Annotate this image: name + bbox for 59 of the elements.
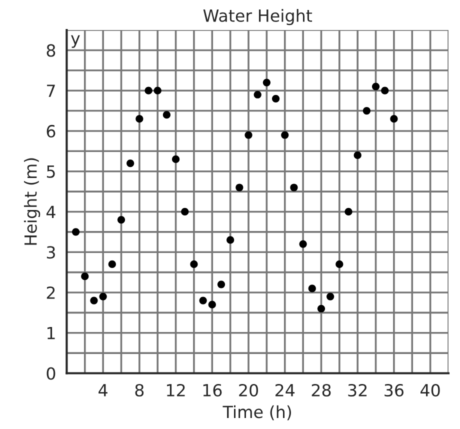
point: [236, 184, 244, 192]
chart-title: Water Height: [203, 9, 312, 26]
x-axis-title: Time (h): [222, 405, 291, 420]
point: [154, 86, 162, 94]
point: [208, 300, 216, 308]
point: [326, 292, 334, 300]
point: [244, 131, 252, 139]
point: [90, 296, 98, 304]
point: [144, 86, 152, 94]
y-tick-label: 2: [46, 286, 55, 299]
point: [390, 115, 398, 123]
point: [136, 115, 144, 123]
y-tick-label: 3: [46, 246, 55, 259]
point: [344, 208, 352, 216]
point: [362, 106, 370, 115]
point: [317, 304, 326, 312]
point: [72, 228, 80, 236]
x-tick-label: 32: [348, 384, 367, 397]
point: [162, 111, 170, 119]
y-tick-label: 7: [47, 84, 55, 97]
y-tick-label: 6: [46, 124, 56, 138]
point: [336, 260, 344, 268]
point: [81, 272, 89, 280]
point: [299, 240, 307, 248]
point: [181, 208, 189, 216]
point: [117, 216, 126, 224]
annotation: y: [71, 35, 80, 48]
point: [99, 292, 107, 300]
x-tick-label: 40: [420, 384, 440, 397]
y-tick-label: 1: [48, 327, 55, 340]
y-axis-title: Height (m): [24, 158, 40, 245]
y-tick-label: 8: [46, 44, 56, 57]
x-tick-label: 20: [239, 384, 258, 397]
point: [290, 184, 298, 192]
point: [254, 90, 262, 98]
y-tick-label: 0: [46, 367, 56, 380]
point: [226, 236, 234, 244]
x-tick-label: 8: [135, 384, 144, 397]
point: [172, 155, 180, 164]
point: [108, 260, 116, 268]
point: [217, 280, 226, 288]
x-tick-label: 36: [384, 384, 404, 397]
point: [372, 82, 380, 90]
point: [354, 151, 362, 159]
point: [190, 260, 198, 268]
point: [126, 159, 134, 168]
x-tick-label: 28: [312, 384, 331, 397]
point: [262, 78, 270, 86]
y-tick-label: 5: [46, 166, 55, 178]
point: [381, 86, 389, 94]
point: [308, 284, 316, 292]
point: [272, 94, 280, 102]
x-tick-label: 24: [275, 384, 295, 396]
x-tick-label: 4: [98, 384, 108, 396]
point: [199, 296, 207, 304]
point: [281, 131, 289, 139]
x-tick-label: 12: [167, 384, 185, 396]
y-tick-label: 4: [46, 206, 56, 218]
x-tick-label: 16: [203, 384, 222, 397]
